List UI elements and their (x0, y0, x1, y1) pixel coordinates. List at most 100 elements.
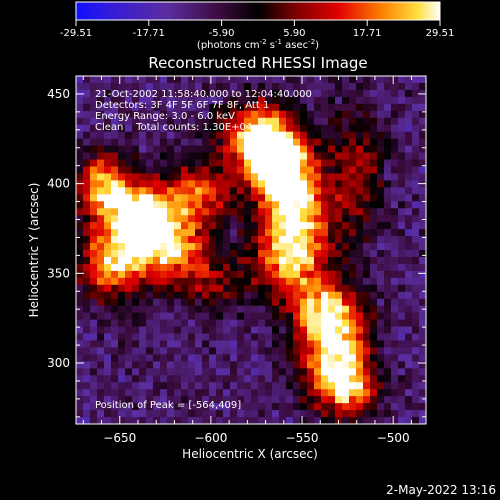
heatmap-cell (335, 236, 343, 244)
heatmap-cell (139, 208, 147, 216)
heatmap-cell (321, 382, 329, 390)
heatmap-cell (118, 403, 126, 411)
heatmap-cell (286, 229, 294, 237)
heatmap-cell (384, 222, 392, 230)
heatmap-cell (370, 354, 378, 362)
heatmap-cell (265, 215, 273, 223)
heatmap-cell (265, 347, 273, 355)
heatmap-cell (300, 403, 308, 411)
heatmap-cell (153, 215, 161, 223)
heatmap-cell (237, 124, 245, 133)
heatmap-cell (153, 131, 161, 140)
heatmap-cell (153, 382, 161, 390)
heatmap-cell (181, 152, 189, 160)
heatmap-cell (342, 396, 350, 404)
heatmap-cell (419, 256, 427, 265)
heatmap-cell (83, 389, 91, 397)
heatmap-cell (104, 159, 112, 167)
heatmap-cell (272, 236, 280, 244)
heatmap-cell (125, 284, 133, 293)
heatmap-cell (377, 417, 385, 425)
heatmap-cell (188, 76, 196, 84)
heatmap-cell (209, 82, 217, 91)
heatmap-cell (356, 201, 364, 209)
heatmap-cell (363, 229, 371, 237)
heatmap-cell (118, 263, 126, 272)
heatmap-cell (167, 138, 175, 146)
heatmap-cell (230, 159, 238, 167)
heatmap-cell (328, 291, 336, 300)
heatmap-cell (349, 222, 357, 230)
heatmap-cell (279, 187, 287, 195)
heatmap-cell (111, 152, 119, 160)
heatmap-cell (335, 103, 343, 112)
heatmap-cell (104, 340, 112, 348)
heatmap-cell (307, 382, 315, 390)
heatmap-cell (174, 417, 182, 425)
heatmap-cell (314, 250, 322, 258)
heatmap-cell (90, 222, 98, 230)
heatmap-cell (167, 131, 175, 140)
heatmap-cell (104, 152, 112, 160)
heatmap-cell (202, 319, 210, 327)
heatmap-cell (209, 187, 217, 195)
heatmap-cell (272, 361, 280, 369)
heatmap-cell (286, 403, 294, 411)
heatmap-cell (391, 361, 399, 369)
heatmap-cell (174, 145, 182, 153)
heatmap-cell (118, 375, 126, 383)
heatmap-cell (412, 166, 420, 174)
heatmap-cell (167, 124, 175, 133)
heatmap-cell (349, 333, 357, 341)
heatmap-cell (398, 389, 406, 397)
heatmap-cell (97, 256, 105, 265)
heatmap-cell (335, 340, 343, 348)
heatmap-cell (111, 180, 119, 188)
heatmap-cell (104, 347, 112, 355)
heatmap-cell (132, 103, 140, 112)
heatmap-cell (223, 152, 231, 160)
heatmap-cell (405, 291, 413, 300)
heatmap-cell (293, 76, 301, 84)
heatmap-cell (195, 277, 203, 286)
heatmap-cell (244, 138, 252, 146)
heatmap-cell (111, 375, 119, 383)
heatmap-cell (272, 263, 280, 272)
heatmap-cell (97, 368, 105, 376)
heatmap-cell (370, 410, 378, 418)
heatmap-cell (97, 410, 105, 418)
heatmap-cell (272, 277, 280, 286)
heatmap-cell (328, 229, 336, 237)
heatmap-cell (328, 326, 336, 334)
heatmap-cell (321, 222, 329, 230)
heatmap-cell (265, 173, 273, 181)
heatmap-cell (195, 145, 203, 153)
heatmap-cell (258, 187, 266, 195)
heatmap-cell (398, 131, 406, 140)
heatmap-cell (188, 131, 196, 140)
heatmap-cell (251, 396, 259, 404)
heatmap-cell (258, 159, 266, 167)
heatmap-cell (251, 159, 259, 167)
heatmap-cell (146, 131, 154, 140)
heatmap-cell (97, 187, 105, 195)
heatmap-cell (265, 76, 273, 84)
heatmap-cell (384, 368, 392, 376)
heatmap-cell (83, 138, 91, 146)
heatmap-cell (125, 361, 133, 369)
heatmap-cell (391, 89, 399, 98)
heatmap-cell (286, 312, 294, 320)
heatmap-cell (363, 159, 371, 167)
heatmap-cell (419, 222, 427, 230)
heatmap-cell (174, 340, 182, 348)
heatmap-cell (160, 250, 168, 258)
heatmap-cell (342, 319, 350, 327)
heatmap-cell (272, 201, 280, 209)
heatmap-cell (181, 263, 189, 272)
heatmap-cell (279, 243, 287, 251)
heatmap-cell (174, 117, 182, 126)
heatmap-cell (104, 208, 112, 216)
heatmap-cell (118, 131, 126, 140)
heatmap-cell (76, 333, 84, 341)
heatmap-cell (398, 222, 406, 230)
